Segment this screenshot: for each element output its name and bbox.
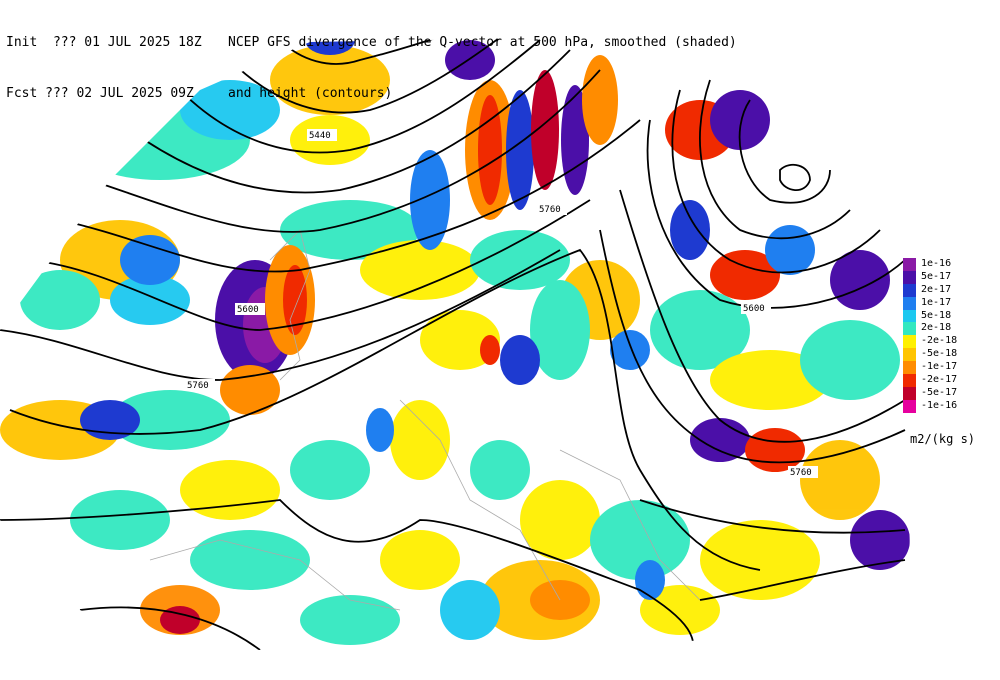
contour-labels: 5440 5600 5760 5760 5600 5760 <box>185 129 818 478</box>
legend-swatch <box>903 322 916 336</box>
legend-swatch <box>903 309 916 323</box>
legend-label: -2e-18 <box>921 335 958 347</box>
legend-units: m2/(kg s) <box>910 432 976 446</box>
legend-swatch <box>903 258 916 271</box>
legend-label: 1e-16 <box>921 258 952 269</box>
legend-label: -1e-17 <box>921 361 958 373</box>
legend-item: 2e-18 <box>903 322 1000 336</box>
init-time: Init ??? 01 JUL 2025 18Z <box>6 35 202 50</box>
legend-item: -5e-17 <box>903 386 1000 400</box>
legend-label: -2e-17 <box>921 374 958 386</box>
legend-item: -1e-17 <box>903 361 1000 375</box>
legend-swatch <box>903 270 916 284</box>
map-header: Init ??? 01 JUL 2025 18Z NCEP GFS diverge… <box>6 0 737 119</box>
legend-swatch <box>903 335 916 349</box>
legend-swatch <box>903 283 916 297</box>
legend-label: 1e-17 <box>921 296 952 308</box>
legend-swatch <box>903 361 916 375</box>
height-contours <box>0 38 906 660</box>
legend-swatch <box>903 296 916 310</box>
legend-swatch <box>903 374 916 387</box>
legend-label: -1e-16 <box>921 399 958 411</box>
legend-swatch <box>903 348 916 362</box>
legend-item: 2e-17 <box>903 283 1000 297</box>
contour-label: 5760 <box>790 468 812 478</box>
contour-label: 5600 <box>743 304 765 314</box>
contour-label: 5600 <box>237 305 259 315</box>
map-subtitle: and height (contours) <box>228 86 393 101</box>
contour-label: 5760 <box>187 381 209 391</box>
legend-item: -5e-18 <box>903 348 1000 362</box>
legend-label: -5e-17 <box>921 386 958 398</box>
forecast-time: Fcst ??? 02 JUL 2025 09Z <box>6 86 194 101</box>
legend-swatch <box>903 386 916 400</box>
contour-label: 5440 <box>309 131 331 141</box>
legend-label: 5e-18 <box>921 309 952 321</box>
color-legend: 1e-16 5e-17 2e-17 1e-17 5e-18 2e-18 -2e-18 -5e-… <box>903 258 1000 413</box>
legend-label: 5e-17 <box>921 270 952 282</box>
legend-item: 1e-16 <box>903 258 1000 271</box>
map-title: NCEP GFS divergence of the Q-vector at 5… <box>228 35 737 50</box>
contour-label: 5760 <box>539 205 561 215</box>
legend-label: 2e-17 <box>921 283 952 295</box>
legend-item: 5e-17 <box>903 270 1000 284</box>
legend-item: -2e-17 <box>903 374 1000 387</box>
legend-label: 2e-18 <box>921 322 952 334</box>
legend-item: 1e-17 <box>903 296 1000 310</box>
map-coastlines <box>149 229 701 611</box>
legend-item: -2e-18 <box>903 335 1000 349</box>
legend-label: -5e-18 <box>921 348 958 360</box>
legend-item: 5e-18 <box>903 309 1000 323</box>
legend-swatch <box>903 399 916 413</box>
legend-item: -1e-16 <box>903 399 1000 413</box>
